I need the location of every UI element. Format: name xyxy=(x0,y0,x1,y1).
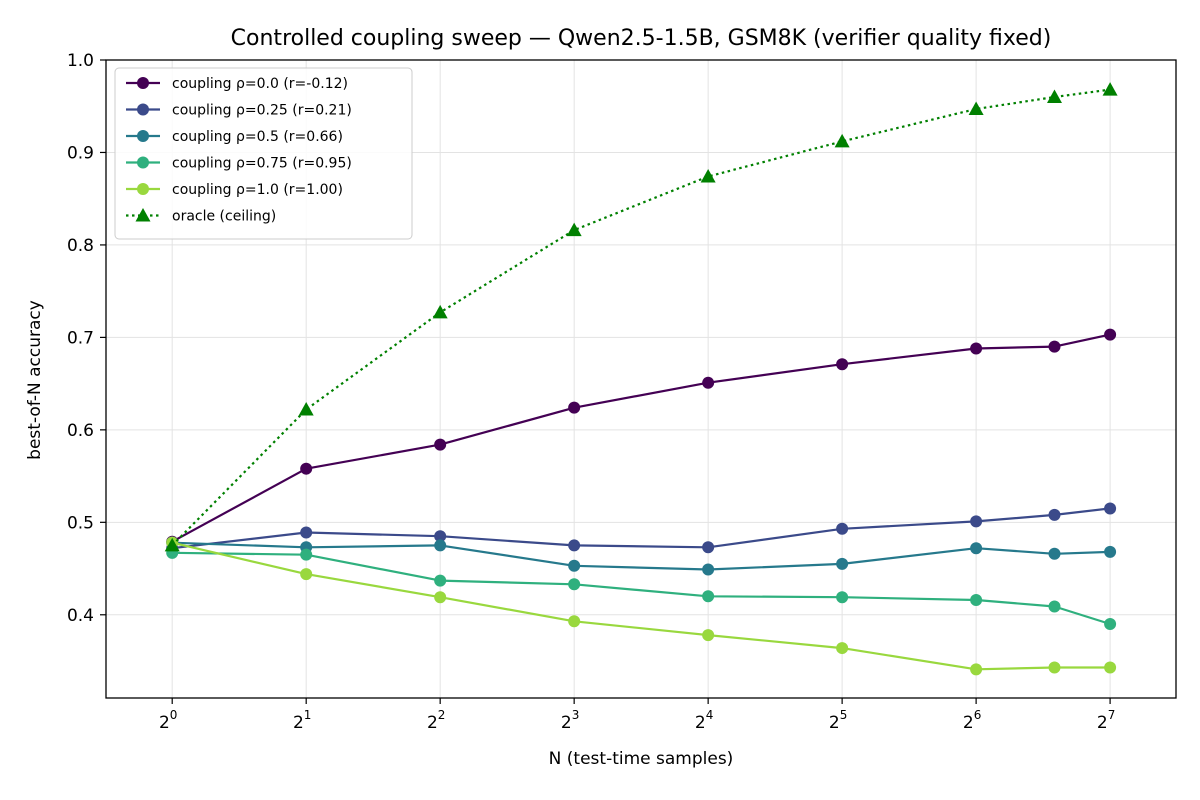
x-tick-label: 26 xyxy=(963,708,981,733)
y-axis-label: best-of-N accuracy xyxy=(25,300,45,460)
x-tick-label: 22 xyxy=(427,708,445,733)
y-tick-label: 1.0 xyxy=(67,51,94,71)
data-point xyxy=(300,462,313,475)
legend-swatch-marker xyxy=(137,77,149,89)
data-point xyxy=(434,539,447,552)
legend-entry: coupling ρ=0.25 (r=0.21) xyxy=(172,103,352,119)
data-point xyxy=(1048,547,1061,560)
data-point xyxy=(702,376,715,389)
y-tick-label: 0.5 xyxy=(67,513,94,533)
plot-series xyxy=(164,82,1118,676)
legend-entry: oracle (ceiling) xyxy=(172,209,276,225)
y-tick-label: 0.6 xyxy=(67,421,94,441)
y-tick-label: 0.7 xyxy=(67,328,94,348)
data-point xyxy=(702,563,715,576)
data-point xyxy=(1048,600,1061,613)
legend-swatch-marker xyxy=(137,156,149,169)
data-point xyxy=(434,438,447,451)
chart-title: Controlled coupling sweep — Qwen2.5-1.5B… xyxy=(231,26,1052,51)
series-line xyxy=(171,88,1111,547)
legend-swatch-marker xyxy=(137,103,149,116)
data-point xyxy=(1102,82,1118,96)
x-tick-label: 23 xyxy=(561,708,579,733)
data-point xyxy=(836,642,849,655)
y-tick-label: 0.9 xyxy=(67,143,94,163)
legend-entry: coupling ρ=0.0 (r=-0.12) xyxy=(172,76,348,92)
data-point xyxy=(970,663,983,676)
series-5 xyxy=(164,82,1118,552)
data-point xyxy=(568,615,581,628)
data-point xyxy=(1104,502,1117,515)
data-point xyxy=(702,541,715,554)
data-point xyxy=(1104,545,1117,558)
data-point xyxy=(568,578,581,591)
data-point xyxy=(836,591,849,604)
data-point xyxy=(970,515,983,528)
data-point xyxy=(164,537,180,552)
data-point xyxy=(434,574,447,587)
data-point xyxy=(300,526,313,539)
series-3 xyxy=(166,546,1117,631)
y-axis: 0.4 0.5 0.6 0.7 0.8 0.9 1.0 xyxy=(67,51,106,626)
data-point xyxy=(1104,328,1117,341)
data-point xyxy=(566,222,582,237)
data-point xyxy=(970,593,983,606)
data-point xyxy=(300,548,313,561)
data-point xyxy=(970,342,983,355)
data-point xyxy=(1048,508,1061,521)
data-point xyxy=(298,402,314,416)
data-point xyxy=(702,629,715,642)
legend: coupling ρ=0.0 (r=-0.12) coupling ρ=0.25 … xyxy=(114,67,413,240)
legend-entry: coupling ρ=0.75 (r=0.95) xyxy=(172,156,352,172)
data-point xyxy=(568,401,581,414)
series-0 xyxy=(166,328,1117,548)
x-tick-label: 21 xyxy=(293,708,311,733)
legend-entry: coupling ρ=0.5 (r=0.66) xyxy=(172,129,343,145)
x-axis-label: N (test-time samples) xyxy=(549,749,734,769)
data-point xyxy=(970,542,983,555)
data-point xyxy=(836,557,849,570)
data-point xyxy=(434,530,447,543)
x-tick-label: 25 xyxy=(829,708,847,733)
data-point xyxy=(836,522,849,535)
data-point xyxy=(702,590,715,603)
data-point xyxy=(968,101,984,116)
series-2 xyxy=(166,536,1117,576)
legend-swatch-marker xyxy=(135,208,151,222)
x-axis: 20 21 22 23 24 25 26 27 xyxy=(159,698,1115,733)
data-point xyxy=(1048,661,1061,674)
data-point xyxy=(568,559,581,572)
data-point xyxy=(1048,340,1061,353)
legend-entry: coupling ρ=1.0 (r=1.00) xyxy=(172,182,343,198)
data-point xyxy=(1104,618,1117,631)
data-point xyxy=(1104,661,1117,674)
data-point xyxy=(300,568,313,581)
data-point xyxy=(432,304,448,319)
data-point xyxy=(568,539,581,552)
x-tick-label: 27 xyxy=(1097,708,1115,733)
x-tick-label: 24 xyxy=(695,708,713,733)
legend-swatch-marker xyxy=(137,183,149,195)
data-point xyxy=(1046,89,1062,103)
series-1 xyxy=(166,502,1117,555)
data-point xyxy=(836,358,849,371)
legend-box xyxy=(114,67,413,240)
legend-swatch-marker xyxy=(137,130,149,142)
y-tick-label: 0.4 xyxy=(67,606,94,626)
data-point xyxy=(700,169,716,183)
data-point xyxy=(834,133,850,148)
plot-frame xyxy=(105,59,1177,699)
x-tick-label: 20 xyxy=(159,708,177,733)
y-tick-label: 0.8 xyxy=(67,236,94,256)
data-point xyxy=(434,591,447,604)
